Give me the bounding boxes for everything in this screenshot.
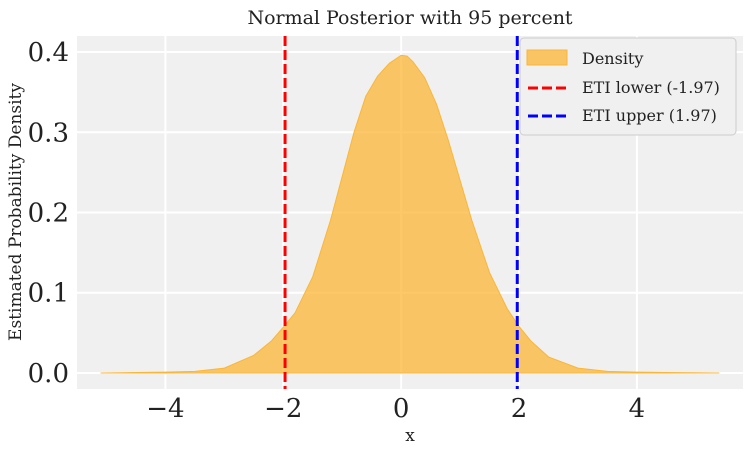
- y-axis-label: Estimated Probability Density: [6, 83, 26, 341]
- y-tick-label: 0.3: [28, 118, 69, 148]
- x-axis-label: x: [405, 426, 415, 446]
- x-tick-labels: −4 −2 0 2 4: [146, 394, 645, 424]
- legend-density-swatch: [526, 49, 568, 66]
- y-tick-label: 0.0: [28, 359, 69, 389]
- legend-density-label: Density: [582, 49, 643, 68]
- legend-eti-lower-label: ETI lower (-1.97): [582, 78, 720, 97]
- x-tick-label: 2: [511, 394, 528, 424]
- y-tick-labels: 0.0 0.1 0.2 0.3 0.4: [28, 38, 69, 389]
- x-tick-label: −2: [264, 394, 302, 424]
- density-area: [100, 54, 720, 374]
- y-tick-label: 0.1: [28, 279, 69, 309]
- y-tick-label: 0.4: [28, 38, 69, 68]
- legend: Density ETI lower (-1.97) ETI upper (1.9…: [519, 37, 737, 136]
- legend-box: [519, 37, 737, 136]
- legend-eti-upper-label: ETI upper (1.97): [582, 106, 717, 125]
- x-tick-label: 4: [629, 394, 646, 424]
- y-tick-label: 0.2: [28, 199, 69, 229]
- x-tick-label: −4: [146, 394, 184, 424]
- x-tick-label: 0: [393, 394, 410, 424]
- chart-title: Normal Posterior with 95 percent: [247, 7, 572, 29]
